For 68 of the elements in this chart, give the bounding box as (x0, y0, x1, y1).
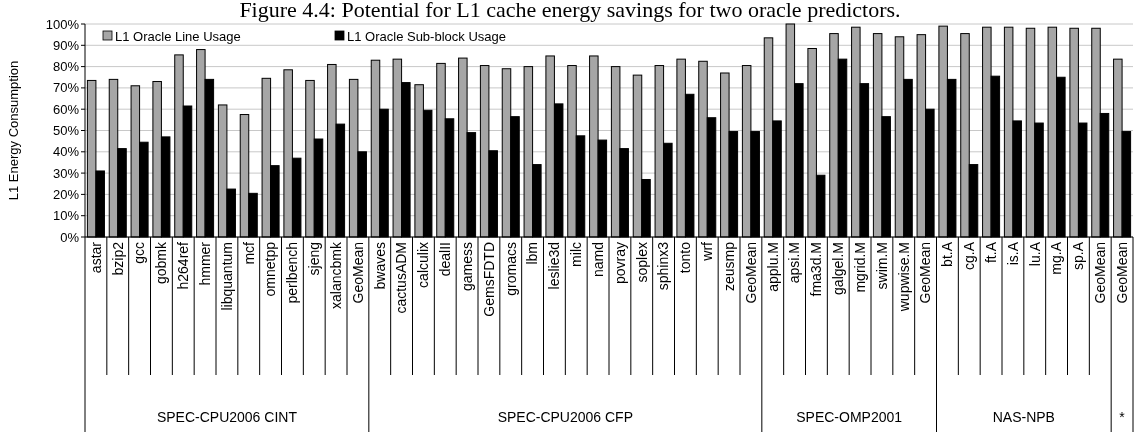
x-tick-label: gobmk (153, 241, 170, 285)
x-tick-label: povray (611, 242, 628, 285)
legend-label: L1 Oracle Sub-block Usage (347, 28, 506, 44)
y-tick-label: 20% (52, 186, 80, 202)
x-tick-label: mcf (240, 241, 257, 265)
y-tick-label: 60% (52, 101, 80, 117)
y-tick-label: 30% (52, 165, 80, 181)
x-tick-label: zeusmp (720, 241, 737, 292)
x-tick-label: mgrid.M (851, 242, 868, 293)
x-tick-label: dealII (437, 242, 454, 277)
y-tick-label: 50% (52, 123, 80, 139)
x-tick-label: tonto (677, 241, 694, 274)
x-tick-label: calculix (415, 242, 432, 288)
x-tick-label: cactusADM (393, 242, 410, 314)
x-tick-label: sp.A (1070, 241, 1087, 271)
y-tick-label: 0% (60, 229, 80, 245)
y-tick-label: 40% (52, 144, 80, 160)
x-tick-label: perlbench (284, 242, 301, 304)
x-tick-label: apsi.M (786, 242, 803, 284)
text: * (1119, 409, 1126, 425)
x-tick-label: swim.M (873, 242, 890, 290)
x-tick-label: galgel.M (830, 242, 847, 295)
x-tick-label: gamess (458, 242, 475, 292)
x-tick-label: lbm (524, 242, 541, 265)
x-tick-label: GeoMean (349, 242, 366, 304)
x-tick-label: astar (87, 241, 104, 274)
x-tick-label: gromacs (502, 242, 519, 296)
y-tick-label: 70% (52, 80, 80, 96)
x-tick-label: GeoMean (917, 242, 934, 304)
x-tick-label: sphinx3 (655, 241, 672, 291)
y-tick-label: 10% (52, 208, 80, 224)
x-tick-label: bt.A (939, 241, 956, 267)
text: SPEC-CPU2006 CINT (156, 409, 298, 425)
y-tick-label: 100% (45, 16, 80, 32)
x-tick-label: bwaves (371, 242, 388, 290)
y-tick-label: 90% (52, 37, 80, 53)
y-axis-title: L1 Energy Consumption (6, 60, 21, 201)
text: SPEC-CPU2006 CFP (497, 409, 634, 425)
x-tick-label: milc (568, 242, 585, 267)
x-tick-label: omnetpp (262, 241, 279, 297)
x-tick-label: wrf (699, 241, 716, 262)
x-tick-label: cg.A (961, 241, 978, 271)
x-tick-label: GeoMean (742, 242, 759, 304)
x-tick-label: leslie3d (546, 242, 563, 290)
x-tick-label: GemsFDTD (480, 242, 497, 317)
x-tick-label: namd (589, 242, 606, 278)
x-tick-label: mg.A (1048, 241, 1065, 275)
x-tick-label: lu.A (1026, 241, 1043, 267)
x-tick-label: wupwise.M (895, 242, 912, 313)
x-tick-label: is.A (1004, 241, 1021, 266)
x-tick-label: soplex (633, 242, 650, 283)
x-tick-label: ft.A (982, 241, 999, 264)
x-tick-label: sjeng (306, 242, 323, 276)
x-tick-label: gcc (131, 242, 148, 264)
x-tick-label: GeoMean (1092, 242, 1109, 304)
x-tick-label: GeoMean (1113, 242, 1130, 304)
y-tick-label: 80% (52, 59, 80, 75)
x-tick-label: hmmer (196, 241, 213, 286)
text: NAS-NPB (992, 409, 1055, 425)
x-tick-label: fma3d.M (808, 242, 825, 297)
x-tick-label: applu.M (764, 242, 781, 292)
x-tick-label: xalancbmk (327, 241, 344, 309)
chart-title: Figure 4.4: Potential for L1 cache energy savings for two oracle predictors. (239, 0, 901, 22)
x-tick-label: bzip2 (109, 241, 126, 276)
x-tick-label: libquantum (218, 242, 235, 311)
text: SPEC-OMP2001 (796, 409, 903, 425)
x-tick-label: h264ref (175, 241, 192, 290)
legend-label: L1 Oracle Line Usage (115, 28, 241, 44)
